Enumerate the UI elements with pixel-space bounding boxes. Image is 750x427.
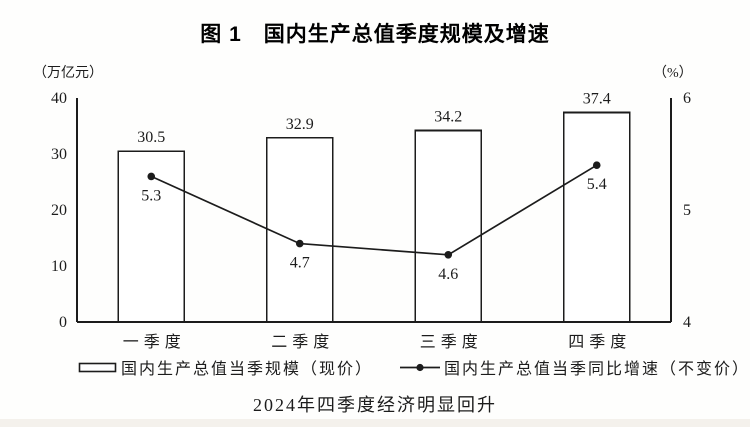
growth-point-一季度 <box>147 172 156 181</box>
left-axis-unit-label: （万亿元） <box>33 66 103 81</box>
x-axis-label-四季度: 四季度 <box>568 333 631 351</box>
right-axis-tick-label: 4 <box>683 314 691 331</box>
legend-bar-swatch <box>78 362 117 372</box>
legend-bar-label: 国内生产总值当季规模（现价） <box>121 361 374 378</box>
growth-value-label: 4.7 <box>290 255 310 272</box>
x-axis-label-三季度: 三季度 <box>420 333 483 351</box>
x-axis-label-二季度: 二季度 <box>271 333 334 351</box>
bar-value-label: 34.2 <box>434 108 462 125</box>
growth-line <box>150 164 598 256</box>
growth-point-三季度 <box>444 251 453 259</box>
right-axis-unit-label: （%） <box>653 66 693 81</box>
x-axis-label-一季度: 一季度 <box>123 333 186 351</box>
growth-point-四季度 <box>592 161 601 169</box>
legend-item-bar-series: 国内生产总值当季规模（现价） <box>78 355 373 379</box>
figure-caption: 2024年四季度经济明显回升 <box>253 395 497 415</box>
left-axis-tick-label: 40 <box>51 90 67 107</box>
chart-title: 图 1 国内生产总值季度规模及增速 <box>200 23 550 46</box>
bar-三季度 <box>414 129 483 323</box>
legend-line-swatch <box>400 363 441 371</box>
growth-value-label: 5.3 <box>141 187 161 204</box>
bar-四季度 <box>562 111 631 323</box>
left-axis-tick-label: 10 <box>51 258 67 275</box>
right-axis-tick-label: 6 <box>683 90 691 107</box>
legend-line-label: 国内生产总值当季同比增速（不变价） <box>444 361 750 378</box>
legend: 国内生产总值当季规模（现价） 国内生产总值当季同比增速（不变价） <box>78 355 748 379</box>
bar-value-label: 37.4 <box>583 91 611 108</box>
growth-value-label: 4.6 <box>438 266 458 283</box>
growth-value-label: 5.4 <box>587 176 607 193</box>
left-axis-tick-label: 30 <box>51 146 67 163</box>
page-bottom-edge <box>0 419 750 427</box>
left-axis-tick-label: 20 <box>51 202 67 219</box>
bar-二季度 <box>265 136 334 323</box>
left-axis-tick-label: 0 <box>59 314 67 331</box>
growth-point-二季度 <box>295 239 304 248</box>
legend-item-line-series: 国内生产总值当季同比增速（不变价） <box>399 355 750 379</box>
bar-value-label: 32.9 <box>286 116 314 133</box>
bar-value-label: 30.5 <box>137 129 165 146</box>
right-axis-tick-label: 5 <box>683 202 691 219</box>
